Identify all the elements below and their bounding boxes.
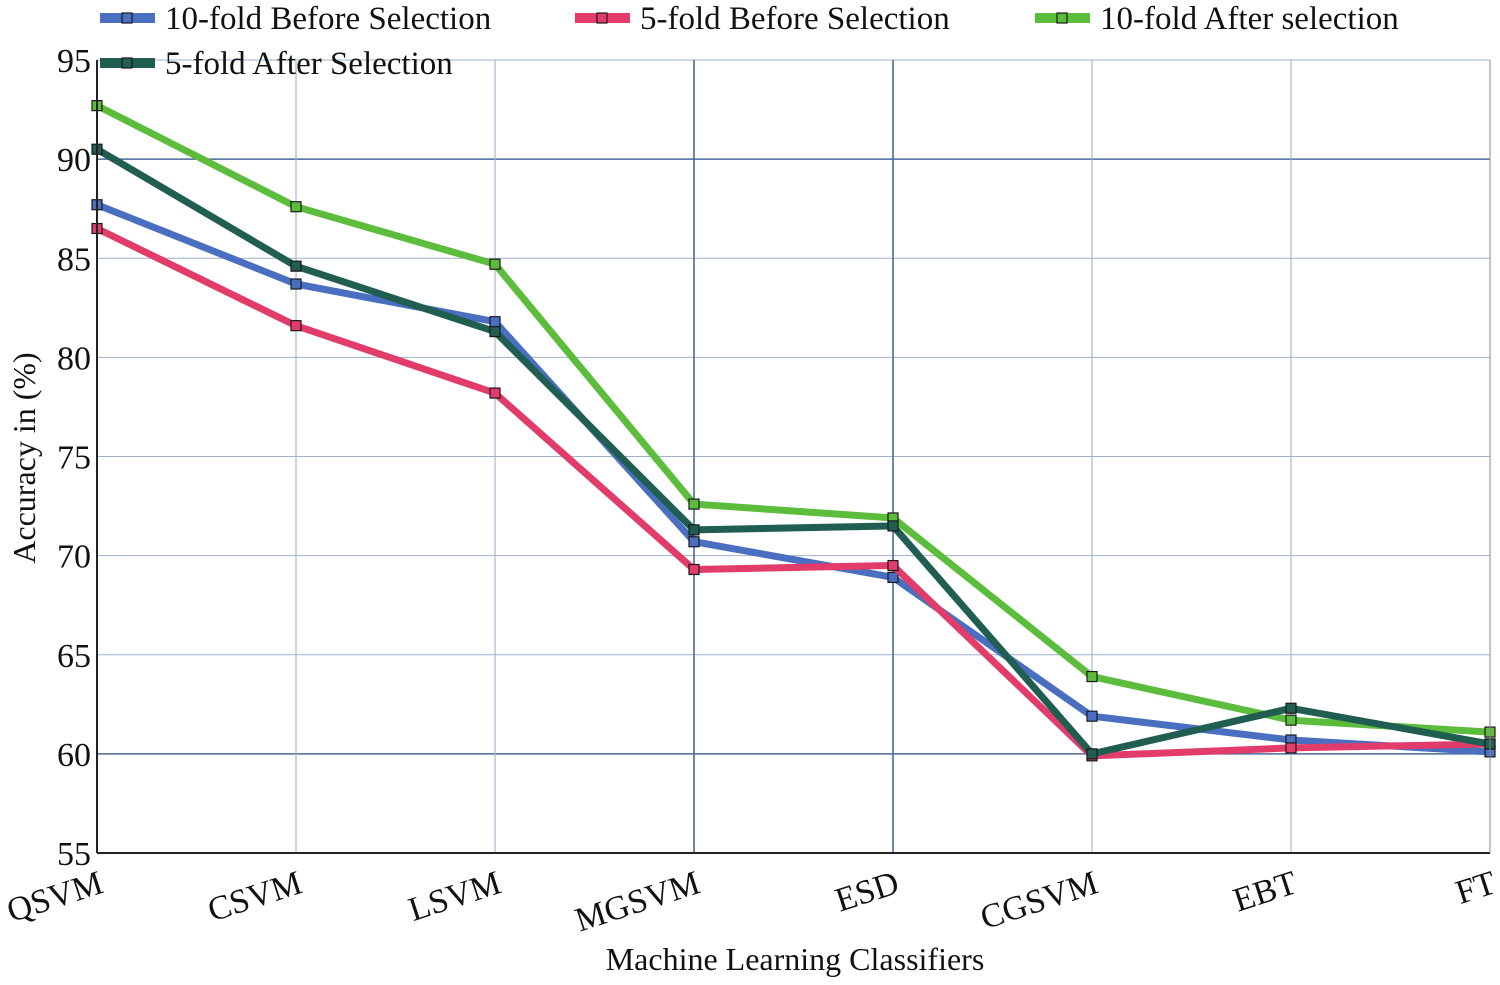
x-tick-label: MGSVM (571, 864, 705, 939)
legend-marker (121, 57, 133, 69)
x-tick-label: CGSVM (976, 864, 1102, 937)
data-point (489, 387, 501, 399)
y-tick-label: 65 (57, 638, 91, 675)
x-axis-label: Machine Learning Classifiers (606, 941, 985, 977)
series-1 (91, 222, 1496, 762)
y-tick-label: 90 (57, 142, 91, 179)
data-point (1086, 710, 1098, 722)
series-layer (91, 99, 1496, 762)
data-point (290, 260, 302, 272)
y-tick-label: 75 (57, 440, 91, 477)
data-point (1285, 742, 1297, 754)
y-axis-label: Accuracy in (%) (6, 352, 42, 563)
data-point (688, 563, 700, 576)
data-point (688, 524, 700, 536)
series-line (93, 225, 1494, 760)
series-0 (91, 199, 1496, 758)
legend: 10-fold Before Selection 5-fold Before Se… (100, 1, 1399, 82)
axes (96, 60, 1491, 854)
ticks: 55 60 65 70 75 80 85 90 95 QSVM CSVM LSVM MGSVM ESD CG… (3, 43, 1500, 939)
data-point (290, 278, 302, 290)
data-point (688, 536, 700, 548)
legend-marker (596, 12, 608, 24)
series-line (93, 201, 1494, 756)
x-tick-label: ESD (831, 864, 904, 919)
data-point (1086, 748, 1098, 760)
data-point (887, 571, 899, 584)
data-point (1285, 702, 1297, 714)
y-tick-label: 85 (57, 241, 91, 278)
series-2 (91, 99, 1496, 738)
series-3 (91, 143, 1496, 760)
data-point (1285, 714, 1297, 726)
y-tick-label: 55 (57, 836, 91, 873)
series-line (93, 145, 1494, 758)
y-tick-label: 95 (57, 43, 91, 80)
legend-entry: 10-fold After selection (1035, 1, 1399, 37)
legend-entry: 5-fold After Selection (100, 46, 453, 82)
data-point (489, 326, 501, 338)
legend-entry: 5-fold Before Selection (575, 1, 950, 37)
x-tick-label: LSVM (404, 864, 505, 928)
x-tick-label: FT (1451, 864, 1500, 912)
data-point (489, 316, 501, 328)
legend-label: 5-fold After Selection (165, 46, 453, 82)
data-point (887, 520, 899, 532)
x-tick-label: EBT (1229, 864, 1302, 919)
data-point (688, 498, 700, 510)
data-point (290, 201, 302, 213)
legend-label: 10-fold Before Selection (165, 1, 491, 37)
x-tick-label: CSVM (203, 864, 306, 929)
data-point (489, 258, 501, 270)
y-tick-label: 70 (57, 539, 91, 576)
legend-marker (121, 12, 133, 24)
data-point (887, 559, 899, 572)
legend-label: 5-fold Before Selection (640, 1, 950, 37)
x-tick-label: QSVM (3, 864, 108, 930)
legend-label: 10-fold After selection (1100, 1, 1399, 37)
grid (97, 59, 1490, 854)
legend-marker (1056, 12, 1068, 24)
data-point (290, 320, 302, 332)
series-line (93, 102, 1494, 736)
y-tick-label: 60 (57, 737, 91, 774)
legend-entry: 10-fold Before Selection (100, 1, 491, 37)
y-tick-label: 80 (57, 340, 91, 377)
data-point (1086, 670, 1098, 683)
